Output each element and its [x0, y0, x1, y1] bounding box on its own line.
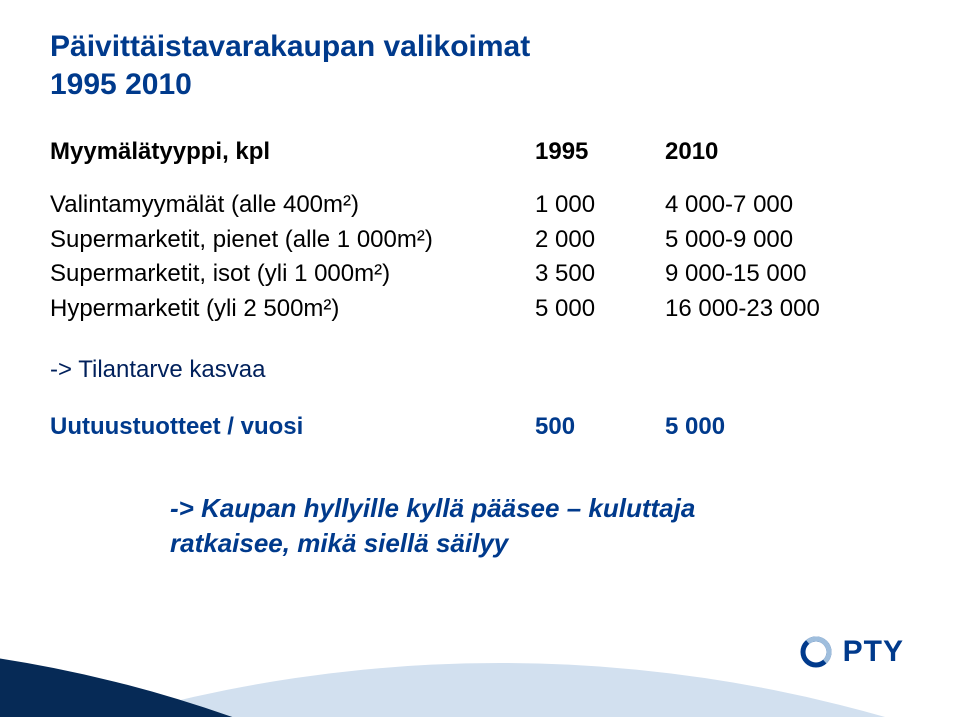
uutuus-label: Uutuustuotteet / vuosi	[50, 410, 535, 445]
conclusion-line-1: -> Kaupan hyllyille kyllä pääsee – kulut…	[170, 493, 695, 523]
table-row: Hypermarketit (yli 2 500m²) 5 000 16 000…	[50, 292, 910, 327]
slide: Päivittäistavarakaupan valikoimat 1995 2…	[0, 0, 960, 717]
uutuus-row: Uutuustuotteet / vuosi 500 5 000	[50, 410, 910, 445]
table-row: Supermarketit, pienet (alle 1 000m²) 2 0…	[50, 223, 910, 258]
uutuus-a: 500	[535, 410, 665, 445]
row-value-a: 3 500	[535, 257, 665, 292]
table-header-row: Myymälätyyppi, kpl 1995 2010	[50, 135, 910, 170]
header-col-2010: 2010	[665, 135, 875, 170]
slide-title: Päivittäistavarakaupan valikoimat 1995 2…	[50, 28, 910, 103]
header-col-1995: 1995	[535, 135, 665, 170]
logo-text: PTY	[843, 635, 904, 669]
data-table: Myymälätyyppi, kpl 1995 2010 Valintamyym…	[50, 135, 910, 445]
title-line-1: Päivittäistavarakaupan valikoimat	[50, 30, 530, 63]
row-label: Hypermarketit (yli 2 500m²)	[50, 292, 535, 327]
row-value-b: 4 000-7 000	[665, 188, 875, 223]
row-value-a: 1 000	[535, 188, 665, 223]
row-value-a: 5 000	[535, 292, 665, 327]
row-value-b: 9 000-15 000	[665, 257, 875, 292]
logo-icon	[799, 635, 833, 669]
title-line-2: 1995 2010	[50, 68, 192, 101]
logo: PTY	[799, 635, 904, 669]
row-label: Valintamyymälät (alle 400m²)	[50, 188, 535, 223]
tilantarve-note: -> Tilantarve kasvaa	[50, 353, 910, 388]
conclusion: -> Kaupan hyllyille kyllä pääsee – kulut…	[170, 491, 910, 561]
row-label: Supermarketit, isot (yli 1 000m²)	[50, 257, 535, 292]
conclusion-line-2: ratkaisee, mikä siellä säilyy	[170, 528, 508, 558]
header-label: Myymälätyyppi, kpl	[50, 135, 535, 170]
table-row: Valintamyymälät (alle 400m²) 1 000 4 000…	[50, 188, 910, 223]
row-value-a: 2 000	[535, 223, 665, 258]
row-label: Supermarketit, pienet (alle 1 000m²)	[50, 223, 535, 258]
table-row: Supermarketit, isot (yli 1 000m²) 3 500 …	[50, 257, 910, 292]
row-value-b: 16 000-23 000	[665, 292, 875, 327]
uutuus-b: 5 000	[665, 410, 875, 445]
row-value-b: 5 000-9 000	[665, 223, 875, 258]
